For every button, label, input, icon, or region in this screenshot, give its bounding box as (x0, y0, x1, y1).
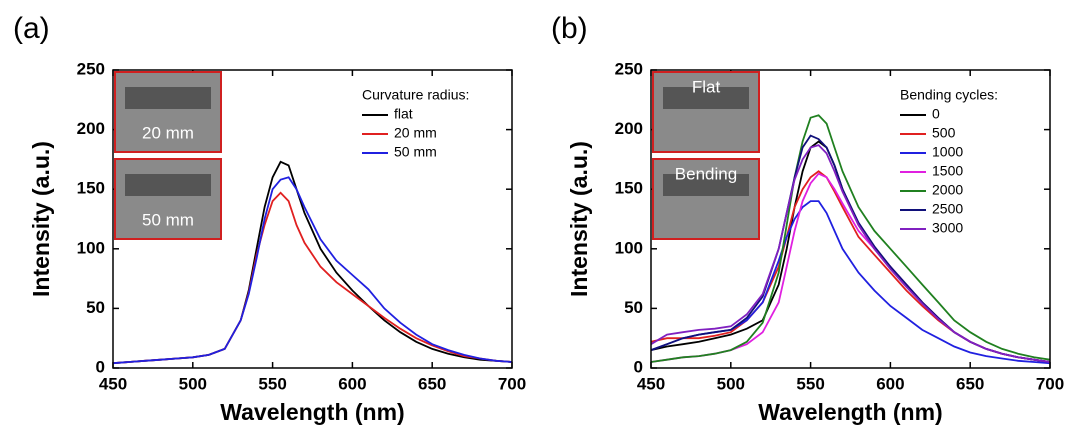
y-tick-label: 0 (96, 357, 105, 376)
x-axis-label: Wavelength (nm) (758, 399, 942, 425)
legend-label: 1500 (932, 163, 963, 179)
legend-label: 500 (932, 125, 956, 141)
y-tick-label: 100 (77, 238, 105, 257)
inset-detail (663, 174, 749, 196)
y-tick-label: 50 (86, 298, 105, 317)
legend-label: 2500 (932, 201, 963, 217)
inset-detail (125, 174, 211, 196)
plot-frame (112, 69, 513, 369)
y-axis-label: Intensity (a.u.) (566, 141, 592, 297)
y-tick-label: 150 (77, 179, 105, 198)
legend-title: Bending cycles: (900, 87, 998, 103)
y-tick-label: 0 (634, 357, 643, 376)
inset-label: Bending (675, 164, 737, 183)
y-tick-label: 50 (624, 298, 643, 317)
line-series (650, 144, 1051, 363)
x-tick-label: 650 (418, 374, 446, 393)
x-tick-label: 550 (796, 374, 824, 393)
y-tick-label: 100 (615, 238, 643, 257)
legend-label: 0 (932, 106, 940, 122)
y-tick-label: 250 (615, 59, 643, 78)
x-tick-label: 500 (717, 374, 745, 393)
panel-label: (b) (551, 12, 588, 45)
legend-label: 3000 (932, 220, 963, 236)
x-axis-label: Wavelength (nm) (220, 399, 404, 425)
inset-label: 20 mm (142, 123, 194, 142)
panel-label: (a) (13, 12, 50, 45)
inset-label: Flat (692, 77, 721, 96)
y-tick-label: 150 (615, 179, 643, 198)
x-tick-label: 600 (338, 374, 366, 393)
legend-label: 1000 (932, 144, 963, 160)
line-series (650, 114, 1051, 363)
x-tick-label: 700 (1036, 374, 1064, 393)
x-tick-label: 500 (179, 374, 207, 393)
legend-label: flat (394, 106, 413, 122)
legend-label: 2000 (932, 182, 963, 198)
y-tick-label: 200 (615, 119, 643, 138)
inset-detail (125, 87, 211, 109)
legend-label: 50 mm (394, 144, 437, 160)
y-tick-label: 200 (77, 119, 105, 138)
y-axis-label: Intensity (a.u.) (28, 141, 54, 297)
x-tick-label: 700 (498, 374, 526, 393)
inset-photo (652, 158, 760, 240)
inset-detail (663, 87, 749, 109)
legend-label: 20 mm (394, 125, 437, 141)
inset-photo (114, 71, 222, 153)
x-tick-label: 450 (99, 374, 127, 393)
x-tick-label: 650 (956, 374, 984, 393)
inset-label: 50 mm (142, 210, 194, 229)
y-tick-label: 250 (77, 59, 105, 78)
inset-photo (652, 71, 760, 153)
x-tick-label: 600 (876, 374, 904, 393)
x-tick-label: 450 (637, 374, 665, 393)
legend-title: Curvature radius: (362, 87, 469, 103)
inset-photo (114, 158, 222, 240)
plot-frame (650, 69, 1051, 369)
line-series (112, 176, 513, 365)
x-tick-label: 550 (258, 374, 286, 393)
